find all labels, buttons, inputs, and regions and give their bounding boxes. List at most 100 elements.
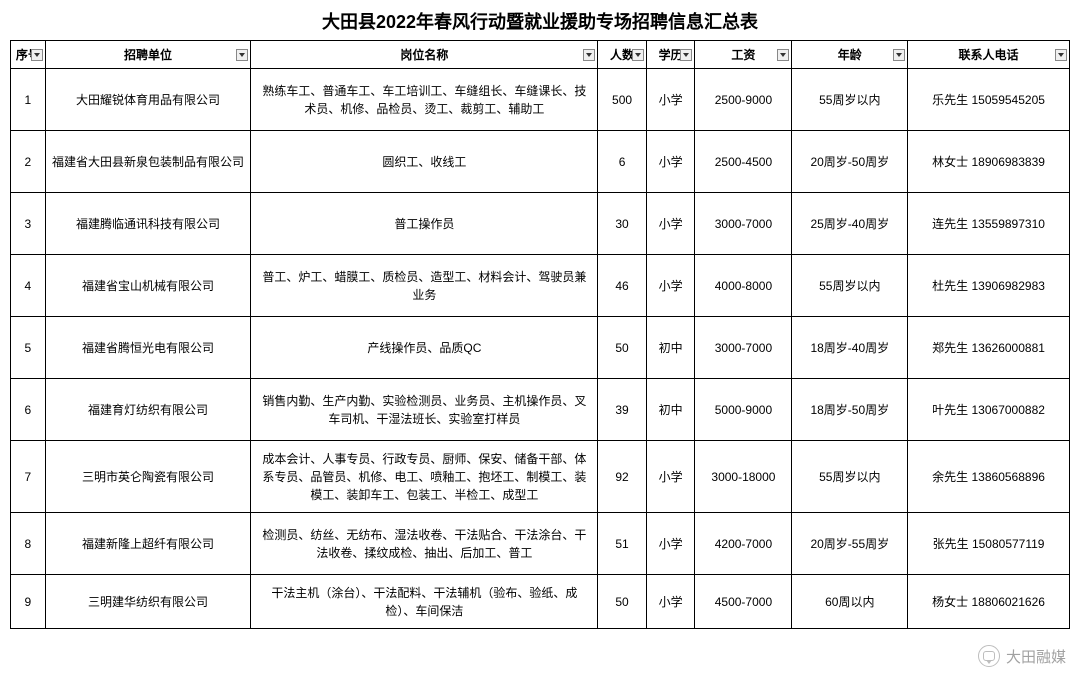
- cell-count: 46: [598, 255, 647, 317]
- table-row: 4福建省宝山机械有限公司普工、炉工、蜡膜工、质检员、造型工、材料会计、驾驶员兼业…: [11, 255, 1070, 317]
- filter-icon[interactable]: [583, 49, 595, 61]
- filter-icon[interactable]: [1055, 49, 1067, 61]
- cell-age: 18周岁-50周岁: [792, 379, 908, 441]
- header-label: 岗位名称: [400, 48, 448, 62]
- filter-icon[interactable]: [680, 49, 692, 61]
- cell-edu: 小学: [646, 575, 695, 629]
- cell-salary: 2500-9000: [695, 69, 792, 131]
- filter-icon[interactable]: [31, 49, 43, 61]
- table-row: 6福建育灯纺织有限公司销售内勤、生产内勤、实验检测员、业务员、主机操作员、叉车司…: [11, 379, 1070, 441]
- cell-salary: 2500-4500: [695, 131, 792, 193]
- table-row: 7三明市英仑陶瓷有限公司成本会计、人事专员、行政专员、厨师、保安、储备干部、体系…: [11, 441, 1070, 513]
- watermark: 大田融媒: [978, 645, 1066, 667]
- cell-count: 92: [598, 441, 647, 513]
- table-row: 9三明建华纺织有限公司干法主机（涂台）、干法配料、干法辅机（验布、验纸、成检）、…: [11, 575, 1070, 629]
- cell-count: 51: [598, 513, 647, 575]
- table-body: 1大田耀锐体育用品有限公司熟练车工、普通车工、车工培训工、车缝组长、车缝课长、技…: [11, 69, 1070, 629]
- cell-age: 55周岁以内: [792, 69, 908, 131]
- cell-position: 熟练车工、普通车工、车工培训工、车缝组长、车缝课长、技术员、机修、品检员、烫工、…: [251, 69, 598, 131]
- cell-company: 福建省宝山机械有限公司: [45, 255, 251, 317]
- col-header-edu: 学历: [646, 41, 695, 69]
- cell-seq: 1: [11, 69, 46, 131]
- cell-count: 30: [598, 193, 647, 255]
- cell-position: 干法主机（涂台）、干法配料、干法辅机（验布、验纸、成检）、车间保洁: [251, 575, 598, 629]
- filter-icon[interactable]: [777, 49, 789, 61]
- col-header-count: 人数: [598, 41, 647, 69]
- col-header-company: 招聘单位: [45, 41, 251, 69]
- filter-icon[interactable]: [236, 49, 248, 61]
- cell-company: 三明建华纺织有限公司: [45, 575, 251, 629]
- table-row: 2福建省大田县新泉包装制品有限公司圆织工、收线工6小学2500-450020周岁…: [11, 131, 1070, 193]
- watermark-text: 大田融媒: [1006, 646, 1066, 667]
- cell-position: 普工操作员: [251, 193, 598, 255]
- cell-salary: 4000-8000: [695, 255, 792, 317]
- cell-salary: 3000-7000: [695, 193, 792, 255]
- cell-salary: 4200-7000: [695, 513, 792, 575]
- cell-edu: 小学: [646, 193, 695, 255]
- cell-salary: 5000-9000: [695, 379, 792, 441]
- header-label: 人数: [610, 48, 634, 62]
- cell-edu: 小学: [646, 131, 695, 193]
- cell-seq: 7: [11, 441, 46, 513]
- cell-age: 20周岁-50周岁: [792, 131, 908, 193]
- header-label: 工资: [731, 48, 755, 62]
- cell-edu: 初中: [646, 317, 695, 379]
- cell-contact: 张先生 15080577119: [908, 513, 1070, 575]
- cell-age: 60周以内: [792, 575, 908, 629]
- cell-edu: 小学: [646, 513, 695, 575]
- cell-contact: 林女士 18906983839: [908, 131, 1070, 193]
- table-header-row: 序号 招聘单位 岗位名称 人数 学历 工资 年龄 联系人电话: [11, 41, 1070, 69]
- recruitment-table: 序号 招聘单位 岗位名称 人数 学历 工资 年龄 联系人电话 1大田耀锐体育用品…: [10, 40, 1070, 629]
- cell-edu: 小学: [646, 441, 695, 513]
- cell-seq: 2: [11, 131, 46, 193]
- header-label: 招聘单位: [124, 48, 172, 62]
- col-header-seq: 序号: [11, 41, 46, 69]
- col-header-position: 岗位名称: [251, 41, 598, 69]
- table-row: 3福建腾临通讯科技有限公司普工操作员30小学3000-700025周岁-40周岁…: [11, 193, 1070, 255]
- cell-count: 500: [598, 69, 647, 131]
- cell-salary: 3000-7000: [695, 317, 792, 379]
- cell-edu: 初中: [646, 379, 695, 441]
- cell-seq: 3: [11, 193, 46, 255]
- cell-count: 50: [598, 317, 647, 379]
- cell-contact: 叶先生 13067000882: [908, 379, 1070, 441]
- cell-contact: 乐先生 15059545205: [908, 69, 1070, 131]
- header-label: 联系人电话: [959, 48, 1019, 62]
- cell-position: 检测员、纺丝、无纺布、湿法收卷、干法贴合、干法涂台、干法收卷、揉纹成检、抽出、后…: [251, 513, 598, 575]
- filter-icon[interactable]: [893, 49, 905, 61]
- cell-age: 25周岁-40周岁: [792, 193, 908, 255]
- cell-position: 普工、炉工、蜡膜工、质检员、造型工、材料会计、驾驶员兼业务: [251, 255, 598, 317]
- page-title: 大田县2022年春风行动暨就业援助专场招聘信息汇总表: [0, 0, 1080, 40]
- cell-contact: 杨女士 18806021626: [908, 575, 1070, 629]
- cell-age: 55周岁以内: [792, 255, 908, 317]
- cell-age: 18周岁-40周岁: [792, 317, 908, 379]
- cell-salary: 3000-18000: [695, 441, 792, 513]
- header-label: 学历: [659, 48, 683, 62]
- cell-position: 产线操作员、品质QC: [251, 317, 598, 379]
- cell-company: 大田耀锐体育用品有限公司: [45, 69, 251, 131]
- cell-company: 福建育灯纺织有限公司: [45, 379, 251, 441]
- cell-company: 福建省腾恒光电有限公司: [45, 317, 251, 379]
- cell-count: 50: [598, 575, 647, 629]
- wechat-icon: [978, 645, 1000, 667]
- cell-edu: 小学: [646, 255, 695, 317]
- cell-company: 三明市英仑陶瓷有限公司: [45, 441, 251, 513]
- cell-age: 20周岁-55周岁: [792, 513, 908, 575]
- cell-edu: 小学: [646, 69, 695, 131]
- cell-age: 55周岁以内: [792, 441, 908, 513]
- cell-contact: 郑先生 13626000881: [908, 317, 1070, 379]
- col-header-contact: 联系人电话: [908, 41, 1070, 69]
- cell-seq: 9: [11, 575, 46, 629]
- col-header-salary: 工资: [695, 41, 792, 69]
- cell-seq: 6: [11, 379, 46, 441]
- filter-icon[interactable]: [632, 49, 644, 61]
- cell-position: 销售内勤、生产内勤、实验检测员、业务员、主机操作员、叉车司机、干湿法班长、实验室…: [251, 379, 598, 441]
- cell-company: 福建省大田县新泉包装制品有限公司: [45, 131, 251, 193]
- table-row: 1大田耀锐体育用品有限公司熟练车工、普通车工、车工培训工、车缝组长、车缝课长、技…: [11, 69, 1070, 131]
- cell-position: 圆织工、收线工: [251, 131, 598, 193]
- cell-seq: 4: [11, 255, 46, 317]
- cell-contact: 余先生 13860568896: [908, 441, 1070, 513]
- cell-position: 成本会计、人事专员、行政专员、厨师、保安、储备干部、体系专员、品管员、机修、电工…: [251, 441, 598, 513]
- cell-salary: 4500-7000: [695, 575, 792, 629]
- cell-company: 福建腾临通讯科技有限公司: [45, 193, 251, 255]
